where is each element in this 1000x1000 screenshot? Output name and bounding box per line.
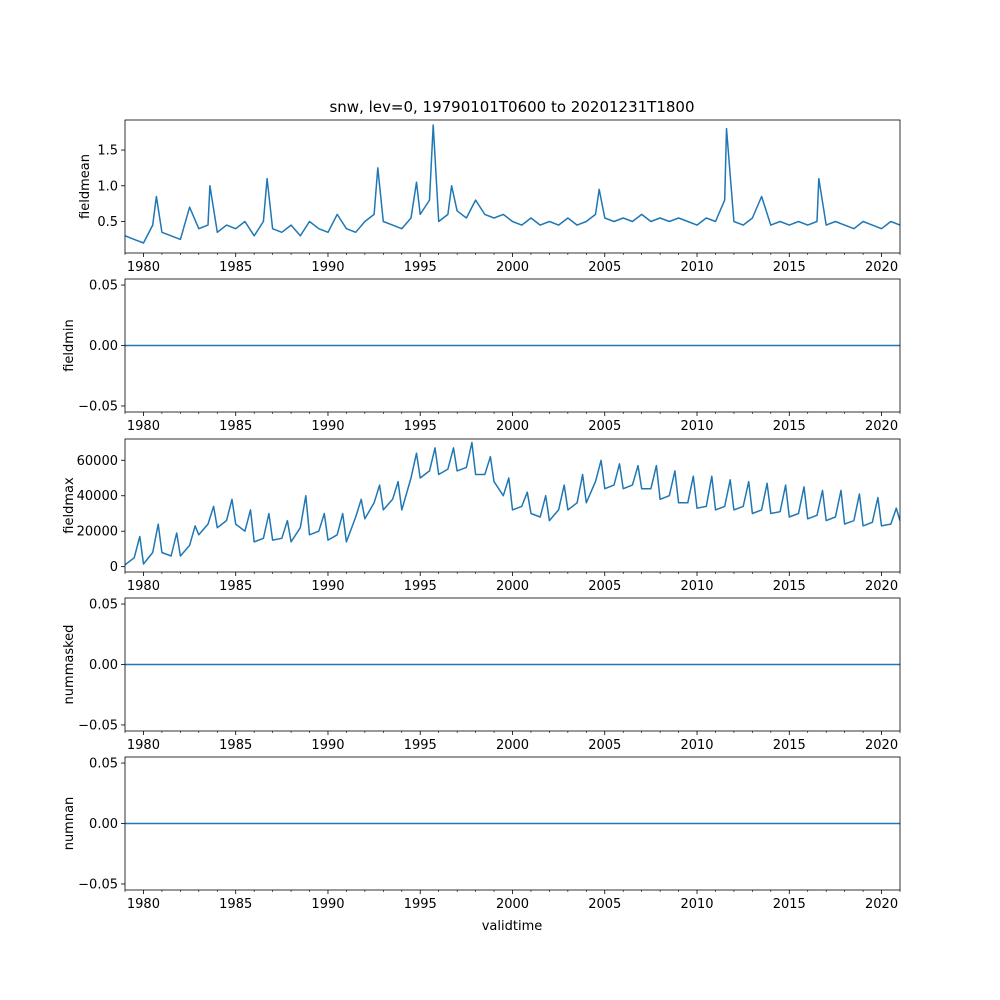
x-tick-label: 2005 (588, 419, 621, 434)
x-axis-label: validtime (482, 919, 543, 934)
panel-fieldmin: 1980 1985 1990 1995 2000 2005 2010 2015 2020 −0.0… (62, 278, 901, 434)
x-tick-label: 2020 (865, 260, 898, 275)
y-tick-label: 0.05 (89, 598, 118, 613)
x-tick-label: 2005 (588, 260, 621, 275)
x-tick-label: 1990 (311, 579, 344, 594)
x-tick-label: 1985 (219, 897, 252, 912)
y-tick-label: 0.5 (97, 215, 118, 230)
x-tick-label: 1995 (404, 419, 437, 434)
x-tick-label: 2020 (865, 579, 898, 594)
x-tick-label: 2010 (680, 579, 713, 594)
x-tick-label: 1990 (311, 260, 344, 275)
y-tick-label: 60000 (77, 454, 118, 469)
panel-fieldmean: 1980 1985 1990 1995 2000 2005 2010 2015 2020 0.5 1… (78, 119, 901, 275)
chart-title: snw, lev=0, 19790101T0600 to 20201231T18… (329, 98, 694, 116)
panel-fieldmax: 1980 1985 1990 1995 2000 2005 2010 2015 2020 0 200… (62, 438, 901, 594)
x-tick-label: 1995 (404, 260, 437, 275)
x-tick-label: 1990 (311, 419, 344, 434)
y-axis-label: fieldmin (62, 319, 77, 372)
y-tick-label: −0.05 (78, 877, 118, 892)
x-tick-label: 1980 (127, 260, 160, 275)
x-tick-label: 1985 (219, 419, 252, 434)
y-tick-label: 0.05 (89, 279, 118, 294)
x-tick-label: 1995 (404, 579, 437, 594)
y-tick-label: 0.00 (89, 817, 118, 832)
x-tick-label: 1985 (219, 738, 252, 753)
y-tick-label: 1.0 (97, 179, 118, 194)
y-tick-label: 20000 (77, 525, 118, 540)
x-tick-label: 2005 (588, 897, 621, 912)
y-tick-label: 0 (110, 560, 118, 575)
axes-frame (124, 438, 901, 573)
y-tick-label: 0.00 (89, 658, 118, 673)
y-tick-label: −0.05 (78, 718, 118, 733)
x-tick-label: 2015 (773, 897, 806, 912)
x-tick-label: 1990 (311, 738, 344, 753)
x-tick-label: 2000 (496, 738, 529, 753)
x-tick-label: 1985 (219, 260, 252, 275)
x-tick-label: 1990 (311, 897, 344, 912)
axes-frame (124, 597, 901, 732)
y-tick-label: −0.05 (78, 399, 118, 414)
y-tick-label: 0.00 (89, 339, 118, 354)
y-axis-label: fieldmean (78, 154, 93, 219)
x-tick-label: 1995 (404, 738, 437, 753)
x-tick-label: 2010 (680, 738, 713, 753)
axes-frame (124, 756, 901, 891)
x-tick-label: 2015 (773, 579, 806, 594)
y-tick-label: 1.5 (97, 144, 118, 159)
axes-frame (124, 278, 901, 413)
x-tick-label: 2015 (773, 260, 806, 275)
y-tick-label: 40000 (77, 489, 118, 504)
x-tick-label: 2000 (496, 897, 529, 912)
x-tick-label: 2005 (588, 738, 621, 753)
x-tick-label: 1980 (127, 579, 160, 594)
y-tick-label: 0.05 (89, 757, 118, 772)
x-tick-label: 1995 (404, 897, 437, 912)
y-axis-label: fieldmax (62, 477, 77, 534)
x-tick-label: 1980 (127, 738, 160, 753)
y-axis-label: numnan (62, 797, 77, 851)
x-tick-label: 2000 (496, 419, 529, 434)
x-tick-label: 1980 (127, 419, 160, 434)
x-tick-label: 2010 (680, 419, 713, 434)
x-tick-label: 1980 (127, 897, 160, 912)
series-line-fieldmax (125, 441, 900, 566)
y-axis-label: nummasked (62, 625, 77, 705)
x-tick-label: 2020 (865, 419, 898, 434)
x-tick-label: 2010 (680, 260, 713, 275)
x-tick-label: 2005 (588, 579, 621, 594)
panel-nummasked: 1980 1985 1990 1995 2000 2005 2010 2015 2020 −0.0… (62, 597, 901, 753)
x-tick-label: 1985 (219, 579, 252, 594)
x-tick-label: 2015 (773, 738, 806, 753)
x-tick-label: 2000 (496, 260, 529, 275)
axes-frame (124, 119, 901, 254)
series-line-fieldmean (125, 124, 900, 244)
x-tick-label: 2000 (496, 579, 529, 594)
x-tick-label: 2020 (865, 897, 898, 912)
x-tick-label: 2015 (773, 419, 806, 434)
x-tick-label: 2010 (680, 897, 713, 912)
x-tick-label: 2020 (865, 738, 898, 753)
panel-numnan: 1980 1985 1990 1995 2000 2005 2010 2015 2020 −0.0… (62, 756, 901, 912)
